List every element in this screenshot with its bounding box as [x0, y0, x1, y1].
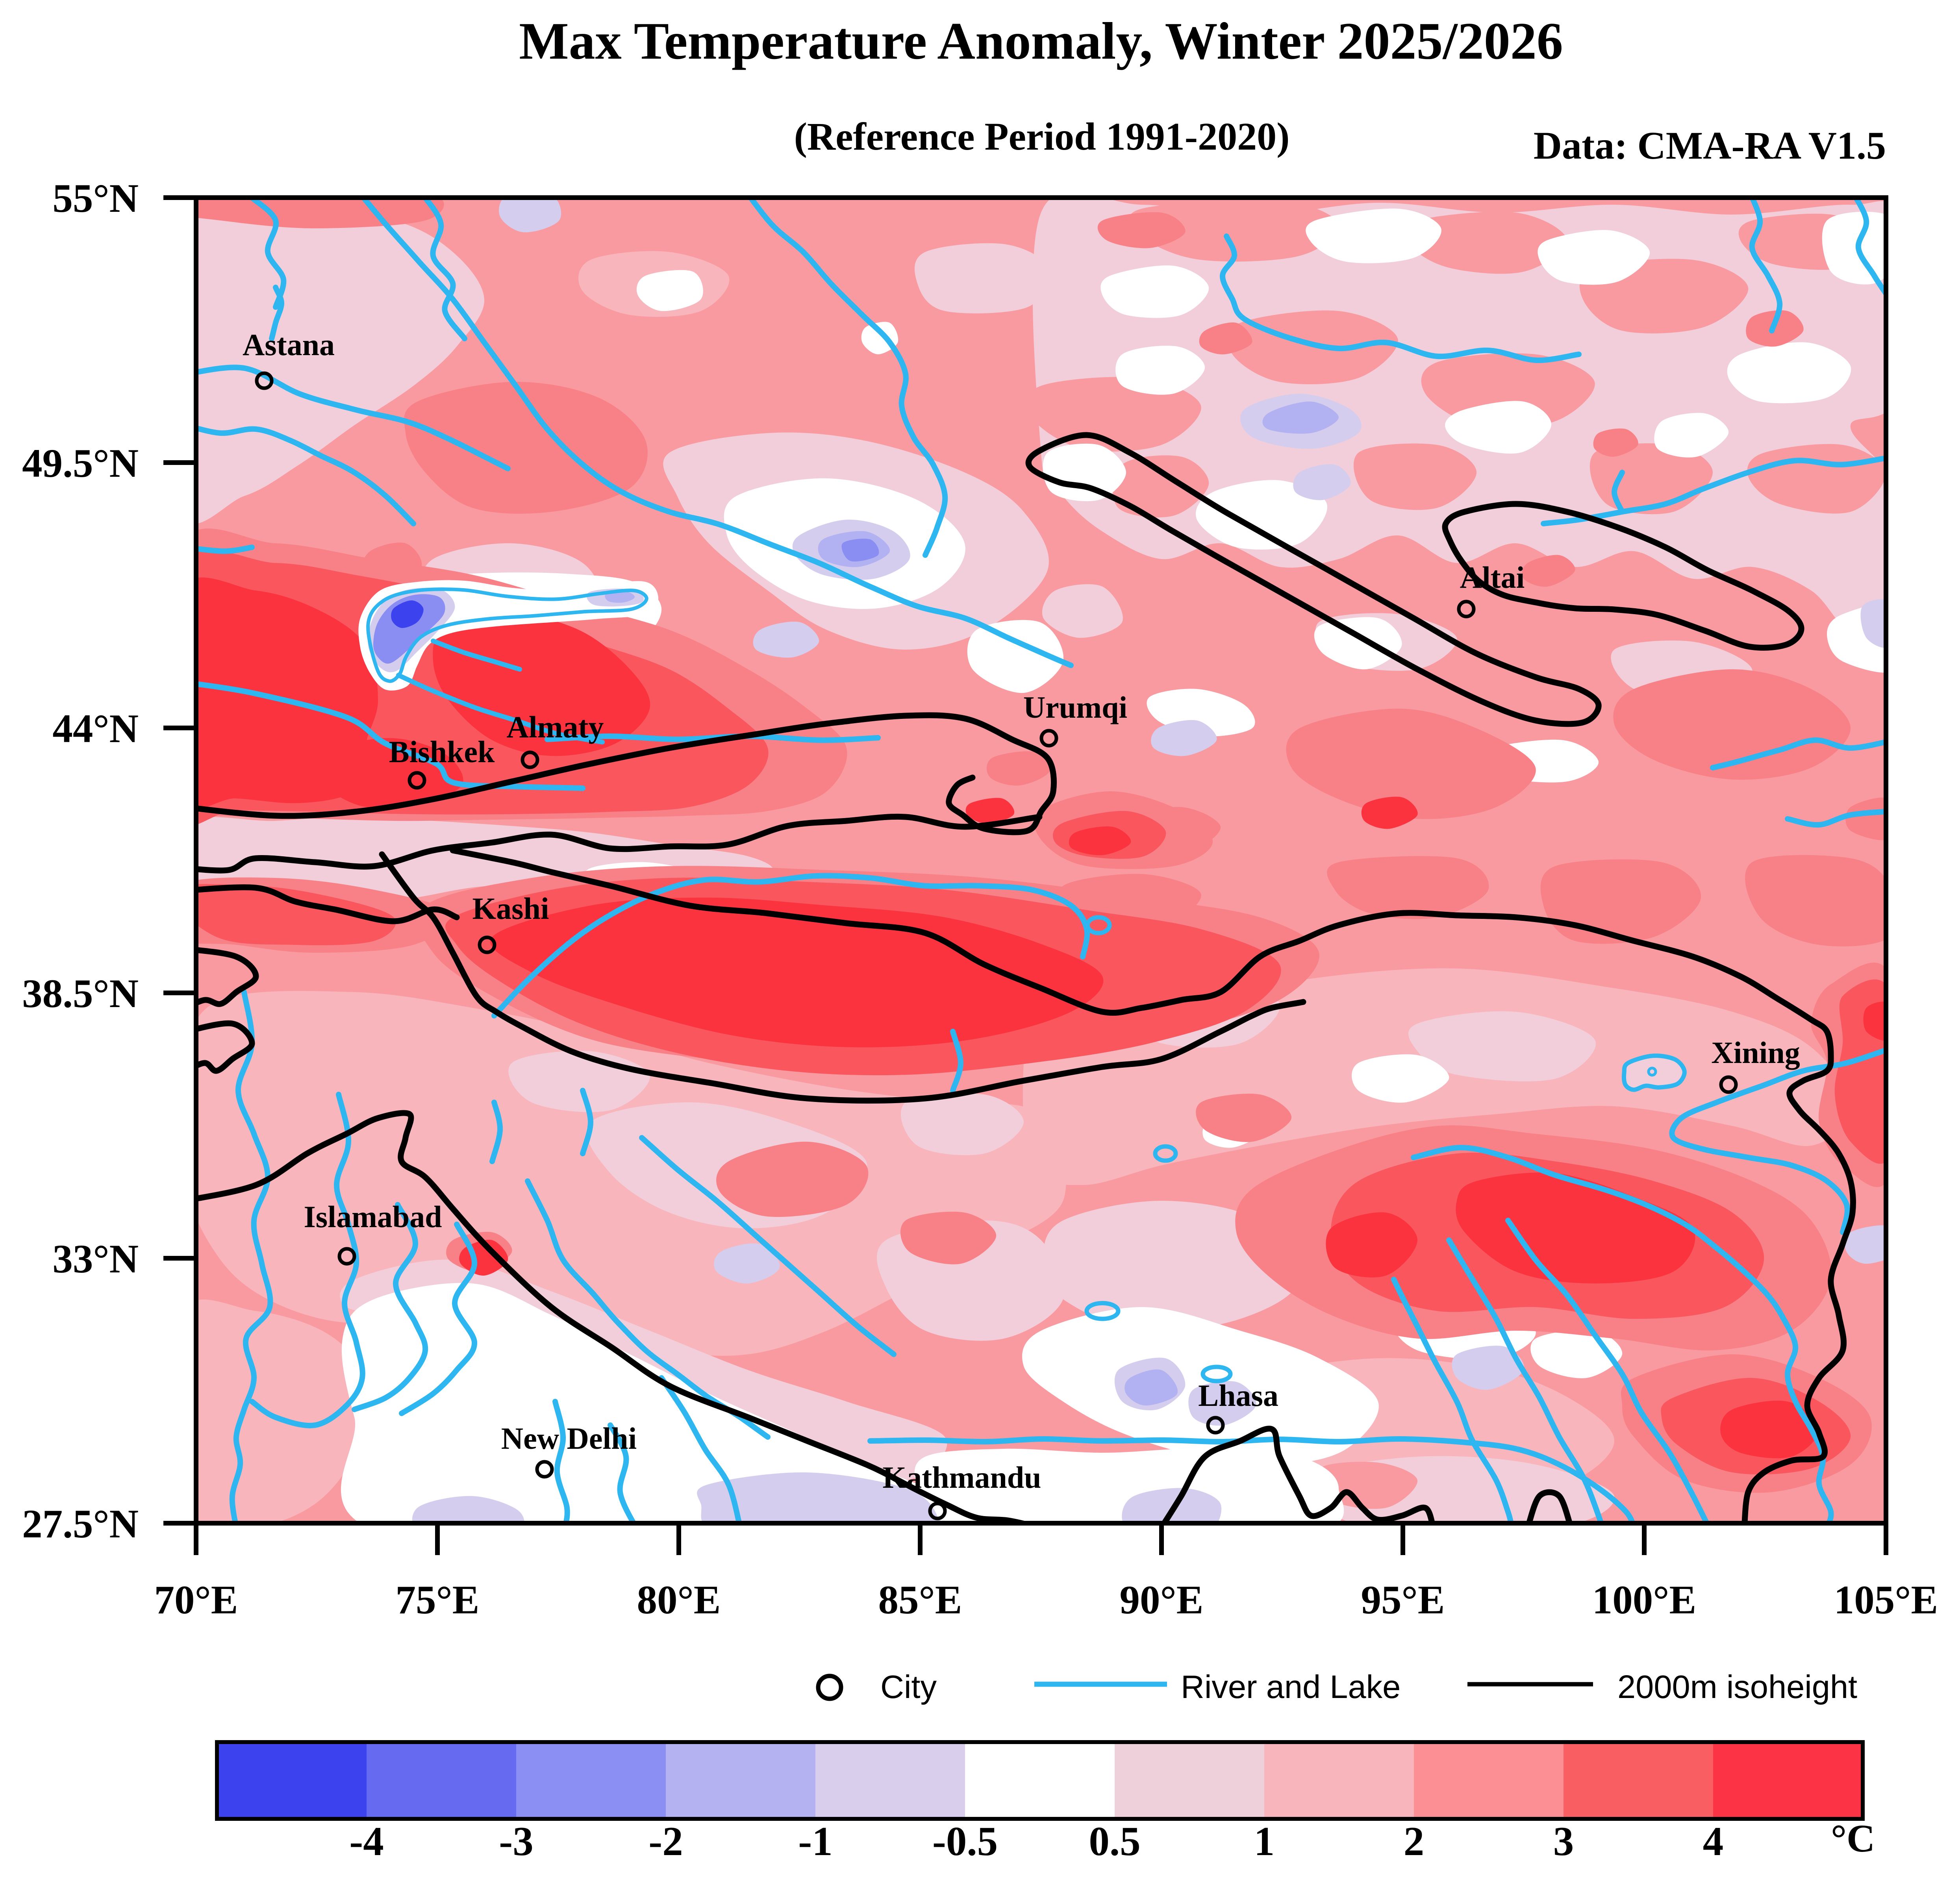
svg-text:70°E: 70°E — [154, 1578, 238, 1622]
svg-text:100°E: 100°E — [1592, 1578, 1696, 1622]
svg-text:Lhasa: Lhasa — [1198, 1378, 1278, 1413]
svg-text:55°N: 55°N — [52, 176, 139, 221]
svg-text:City: City — [880, 1668, 937, 1705]
svg-text:-0.5: -0.5 — [932, 1818, 998, 1864]
svg-text:44°N: 44°N — [52, 706, 139, 751]
svg-text:River and Lake: River and Lake — [1181, 1668, 1401, 1705]
svg-text:0.5: 0.5 — [1089, 1818, 1140, 1864]
svg-text:Xining: Xining — [1711, 1035, 1800, 1070]
svg-text:2: 2 — [1404, 1818, 1425, 1864]
svg-text:Islamabad: Islamabad — [304, 1200, 442, 1234]
svg-text:Data: CMA-RA V1.5: Data: CMA-RA V1.5 — [1534, 124, 1886, 167]
svg-text:4: 4 — [1703, 1818, 1724, 1864]
svg-text:Bishkek: Bishkek — [389, 735, 495, 769]
svg-text:Kathmandu: Kathmandu — [882, 1460, 1041, 1494]
svg-text:Almaty: Almaty — [507, 710, 604, 744]
svg-text:90°E: 90°E — [1120, 1578, 1204, 1622]
svg-text:-3: -3 — [499, 1818, 533, 1864]
svg-text:°C: °C — [1831, 1816, 1875, 1860]
svg-text:27.5°N: 27.5°N — [22, 1502, 139, 1546]
svg-text:80°E: 80°E — [637, 1578, 721, 1622]
svg-text:Altai: Altai — [1460, 560, 1525, 594]
svg-text:-2: -2 — [648, 1818, 683, 1864]
svg-text:38.5°N: 38.5°N — [22, 971, 139, 1016]
svg-text:New Delhi: New Delhi — [501, 1421, 637, 1455]
svg-text:Kashi: Kashi — [472, 891, 549, 926]
svg-text:95°E: 95°E — [1361, 1578, 1445, 1622]
svg-text:-4: -4 — [349, 1818, 383, 1864]
svg-text:2000m isoheight: 2000m isoheight — [1617, 1668, 1857, 1705]
svg-text:3: 3 — [1553, 1818, 1574, 1864]
svg-text:Astana: Astana — [243, 328, 335, 362]
svg-text:75°E: 75°E — [396, 1578, 480, 1622]
svg-text:49.5°N: 49.5°N — [22, 441, 139, 486]
svg-text:Max Temperature Anomaly, Winte: Max Temperature Anomaly, Winter 2025/202… — [519, 12, 1563, 70]
svg-text:1: 1 — [1254, 1818, 1275, 1864]
svg-text:33°N: 33°N — [52, 1237, 139, 1281]
svg-text:105°E: 105°E — [1834, 1578, 1938, 1622]
svg-text:85°E: 85°E — [878, 1578, 962, 1622]
svg-text:-1: -1 — [798, 1818, 832, 1864]
svg-text:Urumqi: Urumqi — [1023, 690, 1127, 724]
svg-text:(Reference Period 1991-2020): (Reference Period 1991-2020) — [794, 115, 1290, 158]
